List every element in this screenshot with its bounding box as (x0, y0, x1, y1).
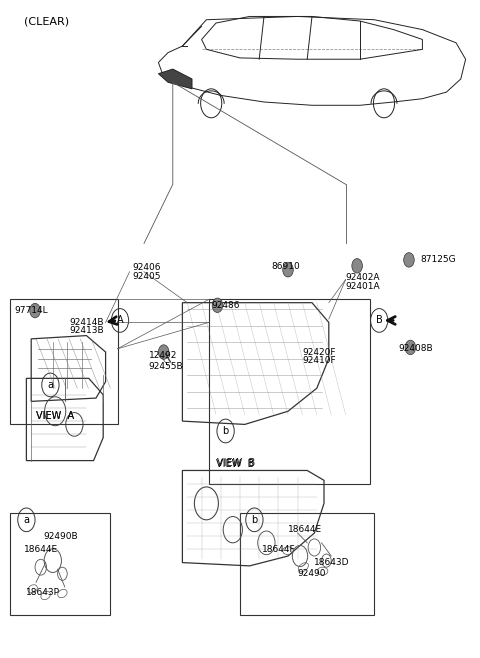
Text: VIEW  A: VIEW A (36, 411, 74, 421)
Text: 92406: 92406 (132, 263, 160, 272)
Circle shape (405, 340, 416, 355)
Text: 18643D: 18643D (314, 558, 350, 567)
Circle shape (404, 253, 414, 267)
Text: 18644F: 18644F (262, 545, 295, 554)
Text: 12492: 12492 (149, 351, 177, 360)
Text: 92401A: 92401A (346, 282, 380, 291)
Text: (CLEAR): (CLEAR) (24, 16, 69, 26)
Bar (240, 513, 374, 615)
Text: a: a (48, 380, 53, 390)
Text: a: a (24, 515, 29, 525)
Text: 86910: 86910 (271, 262, 300, 271)
Circle shape (212, 298, 223, 313)
Text: 18644E: 18644E (24, 545, 58, 554)
Text: A: A (117, 315, 123, 326)
Text: 92402A: 92402A (346, 273, 380, 282)
Bar (209, 299, 370, 484)
Text: 92413B: 92413B (70, 326, 104, 336)
Bar (10, 513, 110, 615)
Text: b: b (222, 426, 229, 436)
Polygon shape (158, 69, 192, 89)
Text: 97714L: 97714L (14, 306, 48, 315)
Bar (10, 299, 118, 424)
Text: VIEW  B: VIEW B (216, 459, 254, 469)
Text: VIEW  B: VIEW B (217, 458, 255, 468)
Text: VIEW  A: VIEW A (36, 411, 74, 421)
Circle shape (30, 303, 40, 318)
Text: B: B (376, 315, 383, 326)
Text: 92490B: 92490B (43, 532, 78, 541)
Circle shape (283, 263, 293, 277)
Text: 92420F: 92420F (302, 347, 336, 357)
Text: 92410F: 92410F (302, 356, 336, 365)
Circle shape (158, 345, 169, 359)
Text: 92405: 92405 (132, 272, 160, 281)
Text: 92455B: 92455B (149, 362, 183, 371)
Text: b: b (251, 515, 258, 525)
Text: 92414B: 92414B (70, 318, 104, 327)
Text: 87125G: 87125G (420, 255, 456, 265)
Text: 92408B: 92408B (398, 344, 433, 353)
Text: 92486: 92486 (211, 301, 240, 311)
Circle shape (352, 259, 362, 273)
Text: 18643P: 18643P (26, 588, 60, 597)
Text: 92490: 92490 (298, 569, 326, 578)
Text: 18644E: 18644E (288, 525, 322, 534)
